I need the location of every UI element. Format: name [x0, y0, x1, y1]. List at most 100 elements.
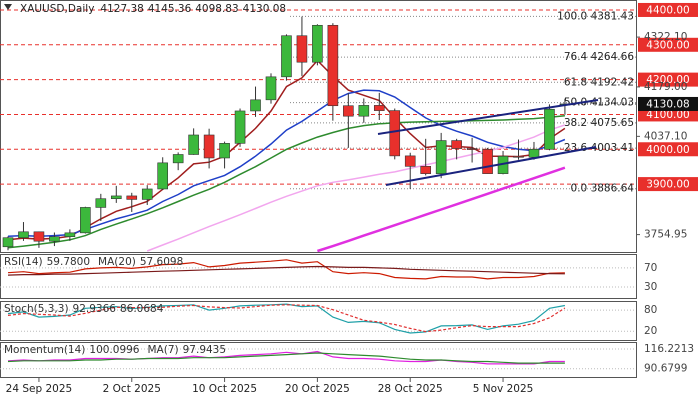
candle-body: [64, 232, 76, 237]
candle-body: [219, 143, 230, 159]
candle-body: [296, 35, 308, 63]
key-level-box: [638, 177, 698, 192]
legend-value: 92.9366: [73, 303, 117, 315]
y-tick-label: 70: [644, 262, 657, 274]
candle-body: [482, 148, 493, 174]
key-level-label: 3900.00: [646, 179, 689, 191]
candle-body: [18, 231, 29, 239]
y-tick-label: 30: [644, 281, 657, 293]
key-level-box: [638, 37, 698, 52]
candle-body: [389, 110, 401, 157]
key-level-box: [638, 72, 698, 87]
legend-value: 86.0684: [120, 303, 164, 315]
legend-name: RSI(14): [4, 256, 43, 268]
key-level-box: [638, 142, 698, 157]
candle-body: [2, 237, 14, 248]
y-tick-label: 90.6799: [644, 363, 687, 375]
candle-body: [451, 140, 462, 149]
y-tick-label: 20: [644, 325, 657, 337]
trend-line: [377, 99, 599, 135]
candle-body: [358, 105, 370, 117]
x-tick-label: 5 Nov 2025: [473, 383, 534, 395]
line: [7, 350, 565, 365]
key-level-label: 4000.00: [646, 144, 689, 156]
line: [317, 166, 566, 253]
legend: Momentum(14) 100.0996 MA(7) 97.9435: [4, 344, 226, 356]
fib-label: 0.0 3886.64: [571, 183, 635, 195]
x-tick-label: 24 Sep 2025: [6, 383, 73, 395]
candle-body: [234, 110, 246, 144]
y-tick-label: 80: [644, 304, 657, 316]
candle-body: [373, 105, 385, 111]
legend-value: 97.9435: [183, 344, 226, 356]
line: [7, 89, 566, 238]
header: XAUUSD,Daily 4127.38 4145.36 4098.83 4130.08: [20, 3, 286, 15]
key-level-label: 4300.00: [646, 39, 689, 51]
fib-label: 76.4 4264.66: [564, 51, 634, 63]
low-value: 4098.83: [195, 3, 238, 15]
candle-body: [343, 105, 354, 117]
fib-label: 100.0 4381.43: [557, 10, 634, 22]
stoch-panel: [0, 301, 637, 341]
fib-label: 23.6 4003.41: [564, 142, 634, 154]
legend-name: Momentum(14): [4, 344, 85, 356]
line: [7, 259, 565, 280]
y-tick-label: 3754.95: [644, 229, 687, 241]
fib-label: 38.2 4075.65: [564, 117, 634, 129]
candle-body: [435, 140, 447, 174]
key-level-label: 4200.00: [646, 74, 689, 86]
legend: RSI(14) 59.7800 MA(20) 57.6098: [4, 256, 183, 268]
candle-body: [157, 162, 168, 190]
plot-layer: 100.0 4381.43 76.4 4264.66 61.8 4192.42 50.…: [0, 9, 636, 370]
x-tick-label: 2 Oct 2025: [103, 383, 161, 395]
line: [7, 352, 565, 364]
candle-body: [172, 154, 184, 164]
legend-value: 57.6098: [140, 256, 183, 268]
candle-body: [95, 198, 107, 208]
y-tick-label: 4322.10: [644, 31, 687, 43]
y-tick-label: 4037.10: [644, 130, 687, 142]
legend-value: 59.7800: [47, 256, 90, 268]
x-tick-label: 20 Oct 2025: [285, 383, 350, 395]
collapse-icon: [4, 4, 12, 10]
candle-body: [110, 195, 122, 200]
y-tick-label: 116.2213: [644, 343, 694, 355]
key-level-label: 4100.00: [646, 109, 689, 121]
candle-body: [250, 99, 261, 112]
legend-value: 100.0996: [89, 344, 139, 356]
high-value: 4145.36: [148, 3, 192, 15]
fib-label: 50.0 4134.03: [564, 97, 634, 109]
candle-body: [33, 231, 45, 242]
candle-body: [327, 24, 339, 107]
candle-body: [513, 155, 524, 158]
candle-body: [544, 108, 555, 150]
last-price-label: 4130.08: [646, 98, 689, 110]
last-price-box: [638, 96, 698, 111]
candle-body: [141, 188, 153, 200]
candle-body: [49, 236, 60, 242]
legend: Stoch(5,3,3) 92.9366 86.0684: [4, 303, 164, 315]
candle-body: [265, 76, 277, 101]
legend-name: MA(20): [98, 256, 136, 268]
main-panel: [0, 0, 637, 253]
candle-body: [404, 155, 416, 167]
candle-body: [528, 148, 540, 158]
symbol: XAUUSD,Daily: [20, 3, 94, 15]
candle-body: [466, 148, 478, 150]
candle-body: [188, 134, 199, 155]
line: [7, 303, 566, 334]
candle-body: [203, 134, 215, 159]
candle-body: [420, 166, 431, 174]
line: [7, 265, 565, 276]
legend-name: Stoch(5,3,3): [4, 303, 69, 315]
line: [146, 124, 566, 252]
candle-body: [80, 207, 91, 234]
close-value: 4130.08: [243, 3, 286, 15]
rsi-panel: [0, 254, 637, 299]
line: [7, 115, 565, 249]
open-value: 4127.38: [100, 3, 143, 15]
x-tick-label: 10 Oct 2025: [192, 383, 257, 395]
candle-body: [312, 24, 323, 63]
fib-label: 61.8 4192.42: [564, 76, 634, 88]
